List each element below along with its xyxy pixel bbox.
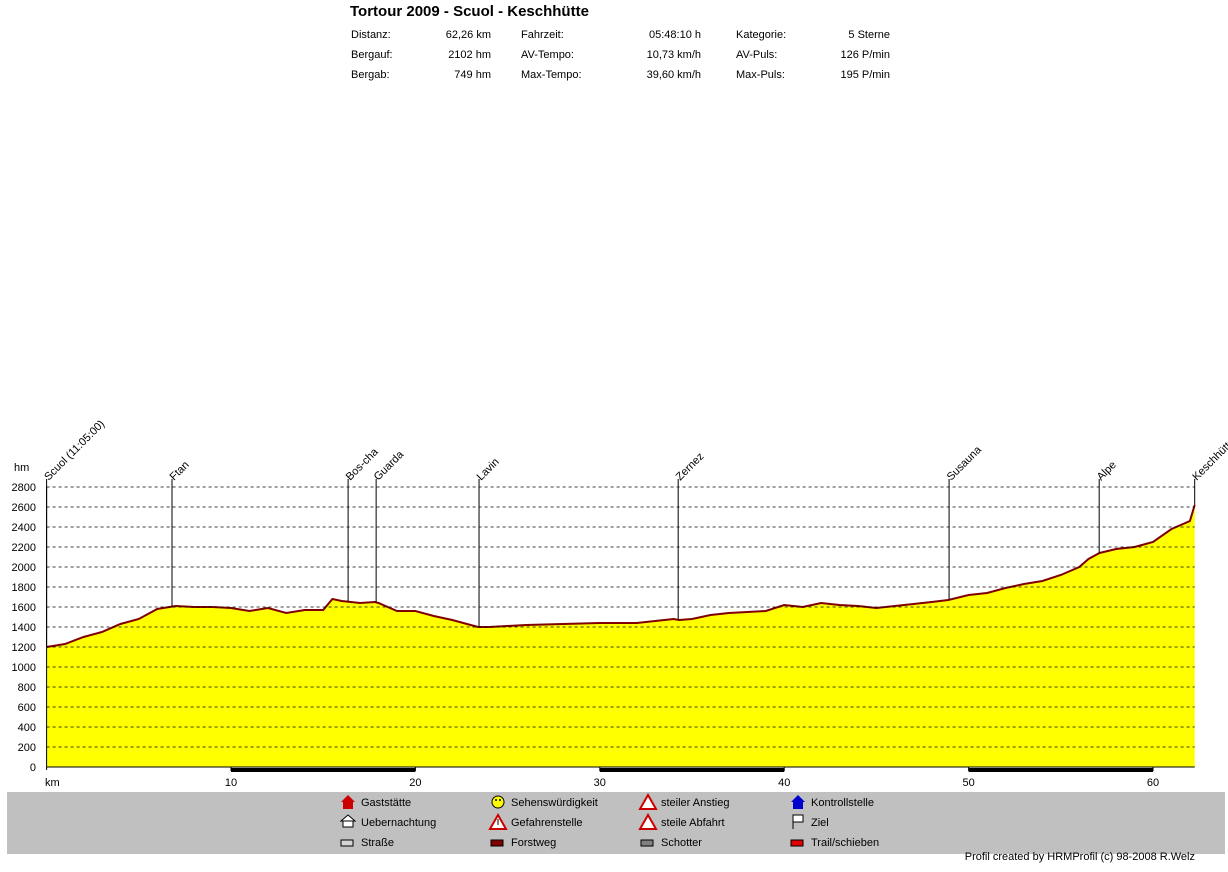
y-tick-label: 0 <box>30 762 36 774</box>
y-tick-label: 200 <box>18 742 36 754</box>
stat-value: 10,73 km/h <box>647 49 701 61</box>
stat-value: 62,26 km <box>446 29 491 41</box>
stat-label: Max-Tempo: <box>521 69 582 81</box>
y-tick-label: 400 <box>18 722 36 734</box>
legend: Gaststätte Sehenswürdigkeit steiler Anstie… <box>339 792 879 849</box>
stat-label: Fahrzeit: <box>521 29 564 41</box>
stats-table: Distanz: 62,26 km Fahrzeit: 05:48:10 h Kateg… <box>351 29 890 81</box>
legend-label: steile Abfahrt <box>661 817 725 829</box>
legend-box <box>7 792 1225 854</box>
icon <box>792 814 804 829</box>
icon <box>339 814 357 828</box>
legend-label: Kontrollstelle <box>811 797 874 809</box>
y-tick-label: 600 <box>18 702 36 714</box>
area <box>46 505 1195 767</box>
waypoint-label: Scuol (11:05:00) <box>42 418 107 483</box>
waypoint-label: Susauna <box>945 443 985 483</box>
x-tick-label: 40 <box>778 777 790 789</box>
waypoint-label: Ftan <box>168 459 192 483</box>
legend-label: Ziel <box>811 817 829 829</box>
legend-label: Schotter <box>661 837 702 849</box>
legend-label: Forstweg <box>511 837 556 849</box>
waypoint-label: Lavin <box>475 456 502 483</box>
legend-label: Trail/schieben <box>811 837 879 849</box>
y-tick-label: 1200 <box>12 642 36 654</box>
icon <box>791 795 805 809</box>
icon <box>638 792 658 810</box>
legend-label: Uebernachtung <box>361 817 436 829</box>
y-tick-label: 2800 <box>12 482 36 494</box>
stat-value: 749 hm <box>454 69 491 81</box>
x-tick-label: 60 <box>1147 777 1159 789</box>
x-tick-label: 20 <box>409 777 421 789</box>
stat-value: 2102 hm <box>448 49 491 61</box>
icon <box>490 839 504 847</box>
footer: Profil created by HRMProfil (c) 98-2008 … <box>965 851 1195 863</box>
stat-label: AV-Tempo: <box>521 49 574 61</box>
legend-label: Gaststätte <box>361 797 411 809</box>
waypoint-label: Zernez <box>674 450 707 483</box>
icon <box>488 812 508 830</box>
stat-label: Max-Puls: <box>736 69 785 81</box>
axis-band <box>231 768 416 772</box>
legend-label: steiler Anstieg <box>661 797 729 809</box>
waypoint-label: Keschhütte <box>1190 436 1228 483</box>
icon <box>341 795 355 809</box>
stat-value: 195 P/min <box>840 69 890 81</box>
y-tick-label: 2000 <box>12 562 36 574</box>
y-tick-label: 800 <box>18 682 36 694</box>
x-axis-label: km <box>45 777 60 789</box>
x-tick-label: 50 <box>962 777 974 789</box>
icon <box>790 839 804 847</box>
axis-band <box>968 768 1154 772</box>
icon <box>640 839 654 847</box>
y-tick-label: 1400 <box>12 622 36 634</box>
y-tick-label: 2600 <box>12 502 36 514</box>
stat-label: AV-Puls: <box>736 49 777 61</box>
stat-label: Bergauf: <box>351 49 393 61</box>
legend-label: Straße <box>361 837 394 849</box>
icon <box>638 812 658 830</box>
stat-label: Kategorie: <box>736 29 786 41</box>
stat-label: Bergab: <box>351 69 390 81</box>
x-tick-label: 30 <box>594 777 606 789</box>
icon <box>491 795 505 809</box>
stat-value: 39,60 km/h <box>647 69 701 81</box>
axis-band <box>599 768 785 772</box>
legend-label: Gefahrenstelle <box>511 817 583 829</box>
profile-line <box>46 504 1196 648</box>
chart-title: Tortour 2009 - Scuol - Keschhütte <box>350 3 589 20</box>
y-tick-label: 2400 <box>12 522 36 534</box>
stat-label: Distanz: <box>351 29 391 41</box>
y-tick-label: 1800 <box>12 582 36 594</box>
y-tick-label: 1000 <box>12 662 36 674</box>
y-axis-label: hm <box>14 462 29 474</box>
stat-value: 05:48:10 h <box>649 29 701 41</box>
y-tick-label: 2200 <box>12 542 36 554</box>
stat-value: 5 Sterne <box>848 29 890 41</box>
x-tick-label: 10 <box>225 777 237 789</box>
stat-value: 126 P/min <box>840 49 890 61</box>
y-tick-label: 1600 <box>12 602 36 614</box>
legend-label: Sehenswürdigkeit <box>511 797 598 809</box>
waypoint-label: Alpe <box>1095 459 1119 483</box>
icon <box>340 839 354 847</box>
